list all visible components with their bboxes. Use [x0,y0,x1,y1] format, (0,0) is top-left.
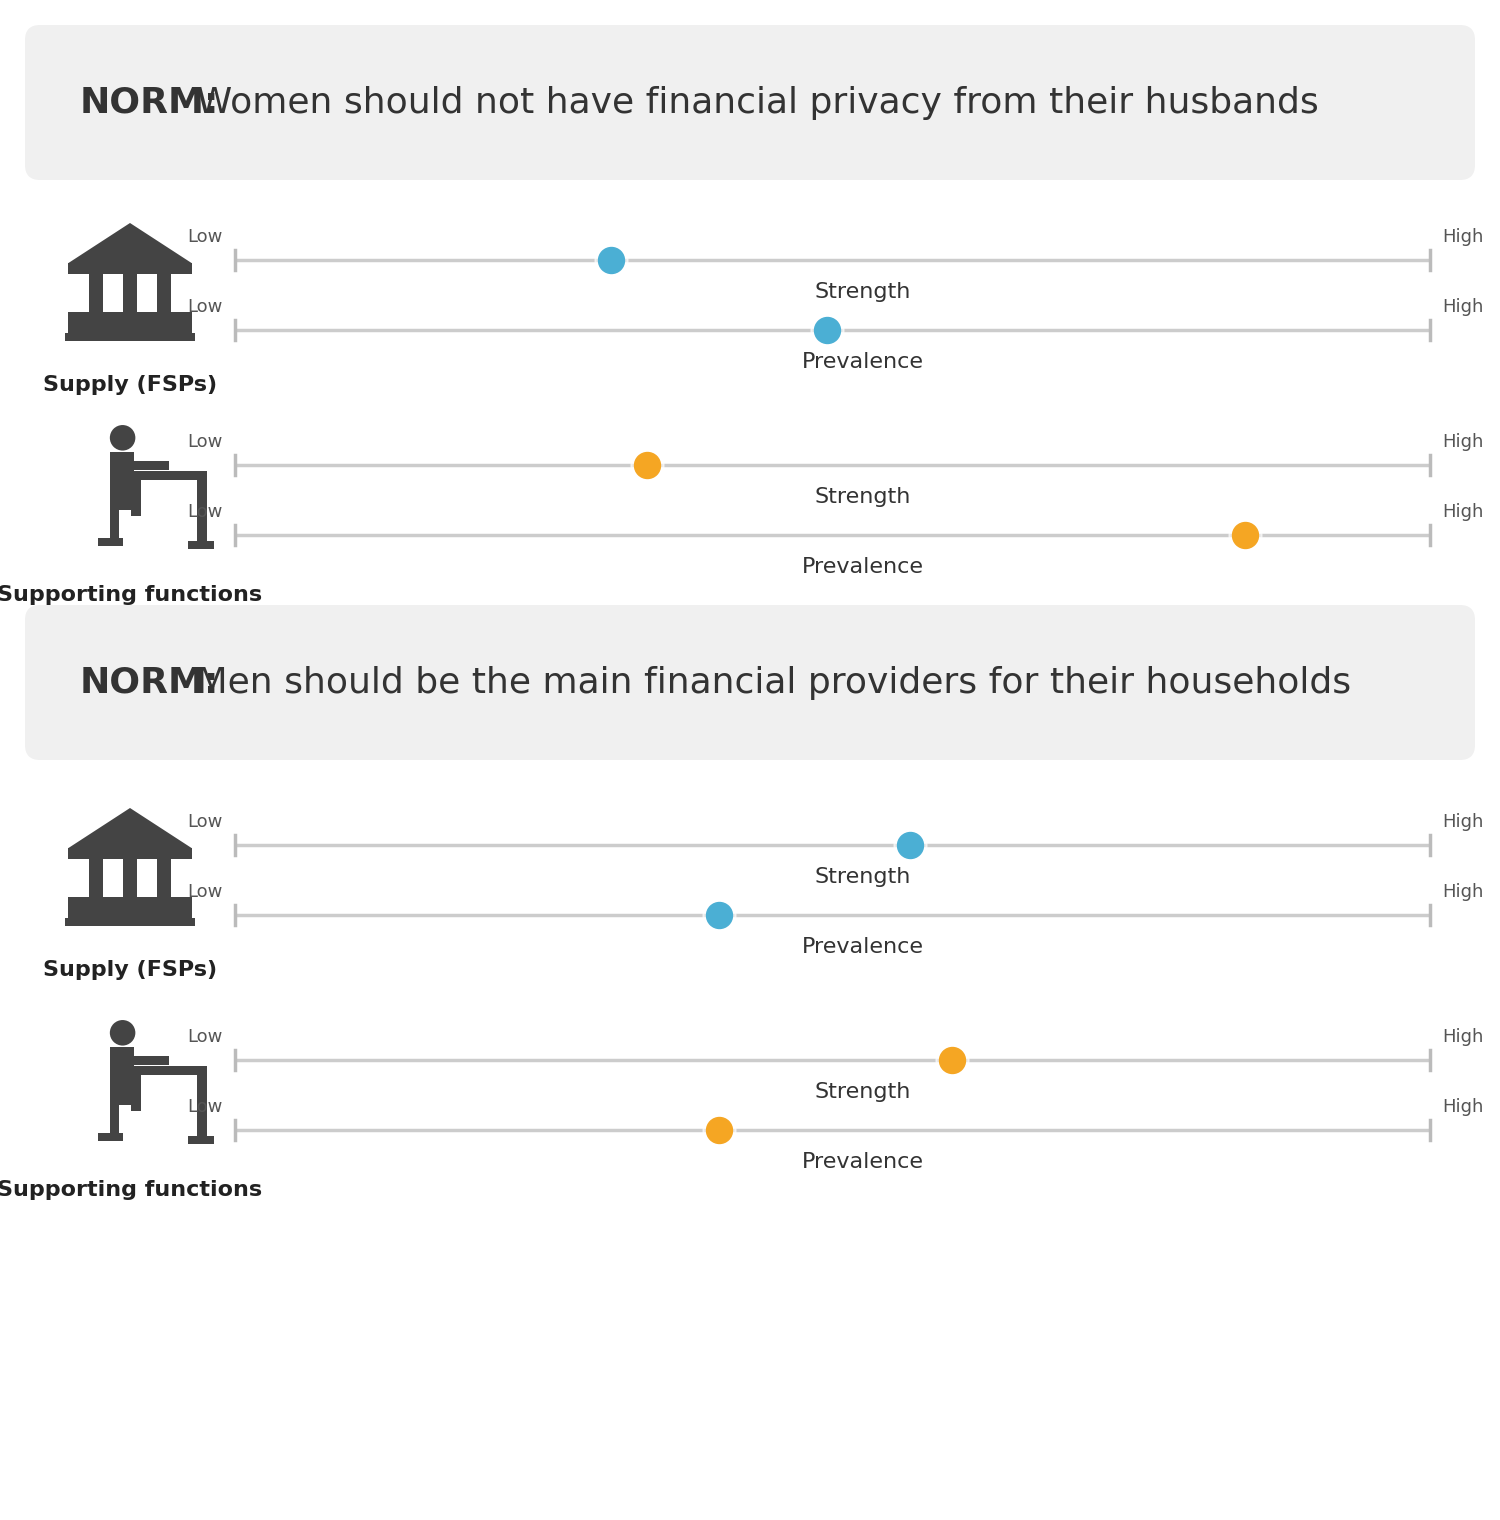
FancyBboxPatch shape [196,1075,207,1137]
Point [898,833,922,857]
FancyBboxPatch shape [68,312,192,322]
Text: Low: Low [188,433,224,451]
Circle shape [110,426,135,450]
FancyBboxPatch shape [132,1067,207,1075]
FancyBboxPatch shape [64,918,195,926]
FancyBboxPatch shape [88,859,102,897]
Text: Prevalence: Prevalence [801,936,924,958]
FancyBboxPatch shape [132,471,207,480]
Point [898,833,922,857]
Text: Low: Low [188,1028,224,1046]
FancyBboxPatch shape [64,333,195,340]
Text: High: High [1442,433,1484,451]
Text: Women should not have financial privacy from their husbands: Women should not have financial privacy … [184,85,1318,120]
Text: Low: Low [188,813,224,831]
FancyBboxPatch shape [98,1132,123,1142]
FancyBboxPatch shape [110,1079,134,1105]
FancyBboxPatch shape [134,1056,170,1064]
FancyBboxPatch shape [98,538,123,546]
Text: Prevalence: Prevalence [801,353,924,372]
FancyBboxPatch shape [158,275,171,312]
FancyBboxPatch shape [132,1075,141,1111]
Point [706,903,730,927]
FancyBboxPatch shape [68,263,192,275]
Point [706,1117,730,1142]
Polygon shape [68,223,192,263]
FancyBboxPatch shape [110,511,118,543]
Text: Supporting functions: Supporting functions [0,1180,262,1199]
Point [636,453,660,477]
Text: Supply (FSPs): Supply (FSPs) [44,375,218,395]
Text: Low: Low [188,228,224,246]
Point [600,248,624,272]
Text: Strength: Strength [815,283,910,302]
FancyBboxPatch shape [68,322,192,333]
Circle shape [110,1020,135,1046]
FancyBboxPatch shape [158,859,171,897]
Point [815,318,839,342]
FancyBboxPatch shape [68,848,192,859]
Text: Prevalence: Prevalence [801,556,924,578]
Text: Men should be the main financial providers for their households: Men should be the main financial provide… [184,666,1352,699]
Text: High: High [1442,1028,1484,1046]
FancyBboxPatch shape [88,275,102,312]
Text: Strength: Strength [815,486,910,508]
Text: High: High [1442,883,1484,901]
Text: Low: Low [188,1097,224,1116]
FancyBboxPatch shape [123,275,136,312]
Text: Strength: Strength [815,866,910,888]
Point [636,453,660,477]
Text: High: High [1442,298,1484,316]
FancyBboxPatch shape [26,24,1474,179]
FancyBboxPatch shape [68,897,192,907]
FancyBboxPatch shape [123,859,136,897]
Point [815,318,839,342]
FancyBboxPatch shape [26,605,1474,760]
Text: NORM:: NORM: [80,85,219,120]
Text: Prevalence: Prevalence [801,1152,924,1172]
Point [940,1047,964,1072]
Text: High: High [1442,228,1484,246]
Text: Supply (FSPs): Supply (FSPs) [44,961,218,980]
Point [1233,523,1257,547]
Text: Low: Low [188,298,224,316]
Text: Low: Low [188,503,224,521]
Text: High: High [1442,813,1484,831]
FancyBboxPatch shape [188,1135,213,1143]
FancyBboxPatch shape [132,480,141,517]
Point [940,1047,964,1072]
FancyBboxPatch shape [110,485,134,511]
Point [706,1117,730,1142]
Text: Strength: Strength [815,1082,910,1102]
Point [600,248,624,272]
FancyBboxPatch shape [134,461,170,470]
Text: Supporting functions: Supporting functions [0,585,262,605]
Text: High: High [1442,1097,1484,1116]
Polygon shape [68,809,192,848]
Text: High: High [1442,503,1484,521]
FancyBboxPatch shape [188,541,213,549]
FancyBboxPatch shape [196,480,207,543]
FancyBboxPatch shape [68,907,192,918]
FancyBboxPatch shape [110,453,134,485]
Text: NORM:: NORM: [80,666,219,699]
Point [1233,523,1257,547]
Point [706,903,730,927]
Text: Low: Low [188,883,224,901]
FancyBboxPatch shape [110,1047,134,1079]
FancyBboxPatch shape [110,1105,118,1137]
